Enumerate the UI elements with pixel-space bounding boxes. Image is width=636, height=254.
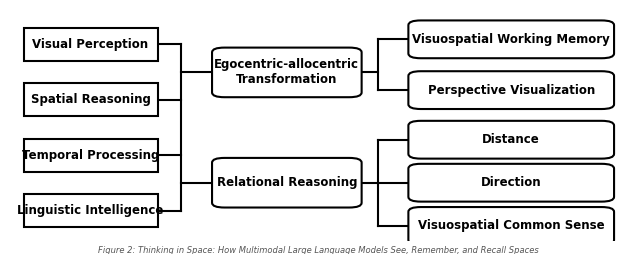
Text: Relational Reasoning: Relational Reasoning: [217, 176, 357, 189]
Text: Figure 2: Thinking in Space: How Multimodal Large Language Models See, Remember,: Figure 2: Thinking in Space: How Multimo…: [97, 246, 539, 254]
FancyBboxPatch shape: [24, 138, 158, 172]
FancyBboxPatch shape: [212, 158, 362, 208]
FancyBboxPatch shape: [408, 71, 614, 109]
Text: Direction: Direction: [481, 176, 541, 189]
FancyBboxPatch shape: [408, 20, 614, 58]
Text: Perspective Visualization: Perspective Visualization: [427, 84, 595, 97]
Text: Visuospatial Working Memory: Visuospatial Working Memory: [412, 33, 610, 46]
FancyBboxPatch shape: [212, 47, 362, 97]
FancyBboxPatch shape: [408, 121, 614, 158]
Text: Distance: Distance: [482, 133, 540, 146]
FancyBboxPatch shape: [24, 83, 158, 116]
FancyBboxPatch shape: [24, 27, 158, 61]
Text: Visual Perception: Visual Perception: [32, 38, 149, 51]
Text: Temporal Processing: Temporal Processing: [22, 149, 159, 162]
FancyBboxPatch shape: [408, 207, 614, 245]
Text: Linguistic Intelligence: Linguistic Intelligence: [17, 204, 163, 217]
FancyBboxPatch shape: [408, 164, 614, 202]
Text: Egocentric-allocentric
Transformation: Egocentric-allocentric Transformation: [214, 58, 359, 86]
FancyBboxPatch shape: [24, 194, 158, 227]
Text: Visuospatial Common Sense: Visuospatial Common Sense: [418, 219, 605, 232]
Text: Spatial Reasoning: Spatial Reasoning: [31, 93, 151, 106]
